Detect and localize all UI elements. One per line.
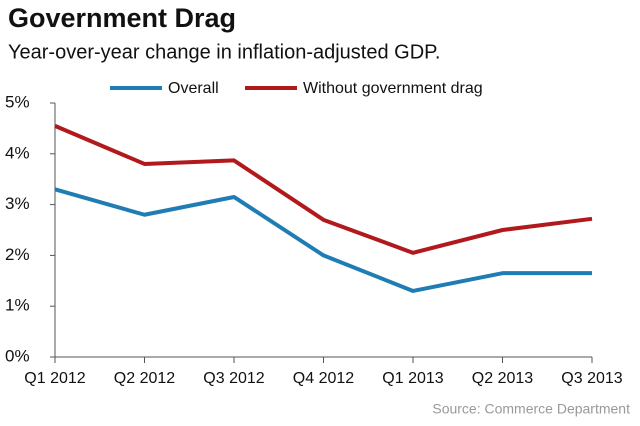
y-tick-label: 0% (5, 346, 30, 365)
y-tick-label: 5% (5, 92, 30, 111)
legend-label: Without government drag (303, 80, 483, 97)
y-tick-label: 1% (5, 296, 30, 315)
source-note: Source: Commerce Department (432, 401, 630, 417)
x-tick-label: Q2 2012 (114, 370, 175, 387)
x-tick-label: Q3 2013 (561, 370, 622, 387)
legend-label: Overall (168, 80, 219, 97)
y-tick-label: 4% (5, 143, 30, 162)
x-tick-label: Q1 2012 (24, 370, 85, 387)
data-line (54, 187, 592, 293)
chart-title: Government Drag (8, 3, 236, 33)
chart-subtitle: Year-over-year change in inflation-adjus… (8, 41, 440, 63)
x-tick-label: Q3 2012 (203, 370, 264, 387)
x-tick-label: Q1 2013 (382, 370, 443, 387)
y-tick-label: 3% (5, 194, 30, 213)
x-tick-label: Q2 2013 (472, 370, 533, 387)
x-tick-label: Q4 2012 (293, 370, 354, 387)
y-tick-label: 2% (5, 245, 30, 264)
data-line (54, 124, 593, 255)
